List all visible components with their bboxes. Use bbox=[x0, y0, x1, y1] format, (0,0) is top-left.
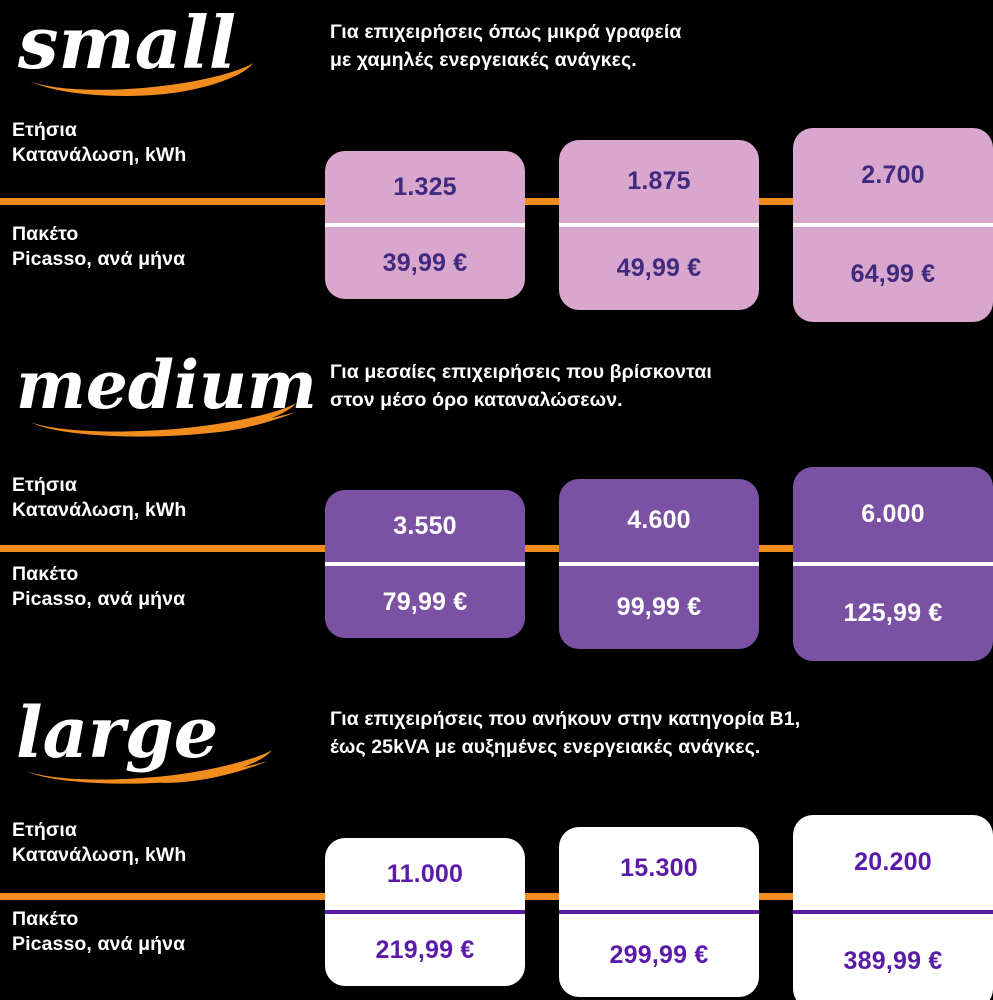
row-label-line-1: Πακέτο bbox=[12, 223, 79, 245]
row-label-line-2: Picasso, ανά μήνα bbox=[12, 248, 186, 270]
row-label-monthly-price: Πακέτο Picasso, ανά μήνα bbox=[12, 907, 322, 957]
plan-usage-value: 6.000 bbox=[861, 500, 925, 528]
plan-price-value: 125,99 € bbox=[843, 599, 943, 627]
plan-usage-value: 1.875 bbox=[627, 167, 691, 195]
row-label-line-1: Πακέτο bbox=[12, 908, 79, 930]
row-label-line-2: Κατανάλωση, kWh bbox=[12, 144, 187, 166]
plan-card[interactable]: 1.325 39,99 € bbox=[325, 151, 525, 299]
plan-price-value: 64,99 € bbox=[850, 260, 936, 288]
tier-description-line-1: Για επιχειρήσεις που ανήκουν στην κατηγο… bbox=[330, 708, 801, 730]
tier-logo-medium: medium bbox=[10, 346, 317, 442]
row-label-line-1: Πακέτο bbox=[12, 563, 79, 585]
tier-section-large: large Για επιχειρήσεις που ανήκουν στην … bbox=[0, 685, 993, 1000]
card-divider bbox=[325, 223, 525, 227]
tier-section-small: small Για επιχειρήσεις όπως μικρά γραφεί… bbox=[0, 0, 993, 340]
plan-usage-value: 11.000 bbox=[386, 859, 464, 888]
tier-logo-small: small bbox=[10, 0, 310, 102]
plan-usage-value: 15.300 bbox=[620, 854, 698, 882]
row-label-line-2: Picasso, ανά μήνα bbox=[12, 588, 186, 610]
card-divider bbox=[559, 223, 759, 227]
plan-card[interactable]: 3.550 79,99 € bbox=[325, 490, 525, 638]
card-divider bbox=[793, 910, 993, 914]
plan-price-value: 49,99 € bbox=[616, 254, 702, 282]
tier-section-medium: medium Για μεσαίες επιχειρήσεις που βρίσ… bbox=[0, 340, 993, 685]
row-label-line-2: Picasso, ανά μήνα bbox=[12, 933, 186, 955]
tier-description-line-2: με χαμηλές ενεργειακές ανάγκες. bbox=[330, 49, 637, 71]
row-label-annual-usage: Ετήσια Κατανάλωση, kWh bbox=[12, 473, 322, 523]
brush-stroke-tail-icon bbox=[160, 761, 268, 783]
tier-description-line-1: Για επιχειρήσεις όπως μικρά γραφεία bbox=[330, 21, 682, 43]
tier-description-small: Για επιχειρήσεις όπως μικρά γραφεία με χ… bbox=[330, 18, 970, 74]
card-divider bbox=[559, 910, 759, 914]
tier-logo-text: medium bbox=[16, 346, 317, 424]
tier-description-line-2: στον μέσο όρο καταναλώσεων. bbox=[330, 389, 623, 411]
plan-price-value: 99,99 € bbox=[616, 593, 702, 621]
row-label-monthly-price: Πακέτο Picasso, ανά μήνα bbox=[12, 562, 322, 612]
plan-usage-value: 3.550 bbox=[393, 511, 457, 540]
plan-usage-value: 4.600 bbox=[627, 506, 691, 534]
row-label-line-1: Ετήσια bbox=[12, 119, 77, 141]
plan-price-value: 219,99 € bbox=[375, 935, 475, 964]
card-divider bbox=[793, 562, 993, 566]
plan-price-value: 389,99 € bbox=[843, 947, 943, 975]
card-divider bbox=[793, 223, 993, 227]
row-label-monthly-price: Πακέτο Picasso, ανά μήνα bbox=[12, 222, 322, 272]
row-label-annual-usage: Ετήσια Κατανάλωση, kWh bbox=[12, 818, 322, 868]
plan-usage-value: 20.200 bbox=[854, 848, 932, 876]
plan-card[interactable]: 6.000 125,99 € bbox=[793, 467, 993, 661]
plan-price-value: 79,99 € bbox=[382, 587, 468, 616]
plan-card[interactable]: 11.000 219,99 € bbox=[325, 838, 525, 986]
row-label-line-1: Ετήσια bbox=[12, 819, 77, 841]
card-divider bbox=[559, 562, 759, 566]
plan-price-value: 39,99 € bbox=[382, 248, 468, 277]
row-label-line-1: Ετήσια bbox=[12, 474, 77, 496]
plan-card[interactable]: 1.875 49,99 € bbox=[559, 140, 759, 310]
row-label-annual-usage: Ετήσια Κατανάλωση, kWh bbox=[12, 118, 322, 168]
row-label-line-2: Κατανάλωση, kWh bbox=[12, 844, 187, 866]
plan-card-group-small: 1.325 39,99 € 1.875 49,99 € 2.700 64,99 … bbox=[325, 128, 993, 322]
plan-usage-value: 2.700 bbox=[861, 161, 925, 189]
card-divider bbox=[325, 910, 525, 914]
tier-description-line-2: έως 25kVA με αυξημένες ενεργειακές ανάγκ… bbox=[330, 736, 761, 758]
plan-usage-value: 1.325 bbox=[393, 172, 457, 201]
plan-card[interactable]: 4.600 99,99 € bbox=[559, 479, 759, 649]
tier-logo-text: small bbox=[17, 0, 236, 85]
plan-card-group-large: 11.000 219,99 € 15.300 299,99 € 20.200 3… bbox=[325, 815, 993, 1000]
plan-price-value: 299,99 € bbox=[609, 941, 709, 969]
row-label-line-2: Κατανάλωση, kWh bbox=[12, 499, 187, 521]
tier-logo-large: large bbox=[10, 691, 310, 787]
brush-stroke-tail-icon bbox=[185, 412, 296, 434]
tier-description-medium: Για μεσαίες επιχειρήσεις που βρίσκονται … bbox=[330, 358, 970, 414]
brush-stroke-icon bbox=[28, 63, 253, 96]
plan-card[interactable]: 15.300 299,99 € bbox=[559, 827, 759, 997]
tier-description-large: Για επιχειρήσεις που ανήκουν στην κατηγο… bbox=[330, 705, 970, 761]
tier-description-line-1: Για μεσαίες επιχειρήσεις που βρίσκονται bbox=[330, 361, 712, 383]
tier-logo-text: large bbox=[16, 691, 218, 774]
plan-card-group-medium: 3.550 79,99 € 4.600 99,99 € 6.000 125,99… bbox=[325, 467, 993, 661]
plan-card[interactable]: 20.200 389,99 € bbox=[793, 815, 993, 1000]
card-divider bbox=[325, 562, 525, 566]
plan-card[interactable]: 2.700 64,99 € bbox=[793, 128, 993, 322]
